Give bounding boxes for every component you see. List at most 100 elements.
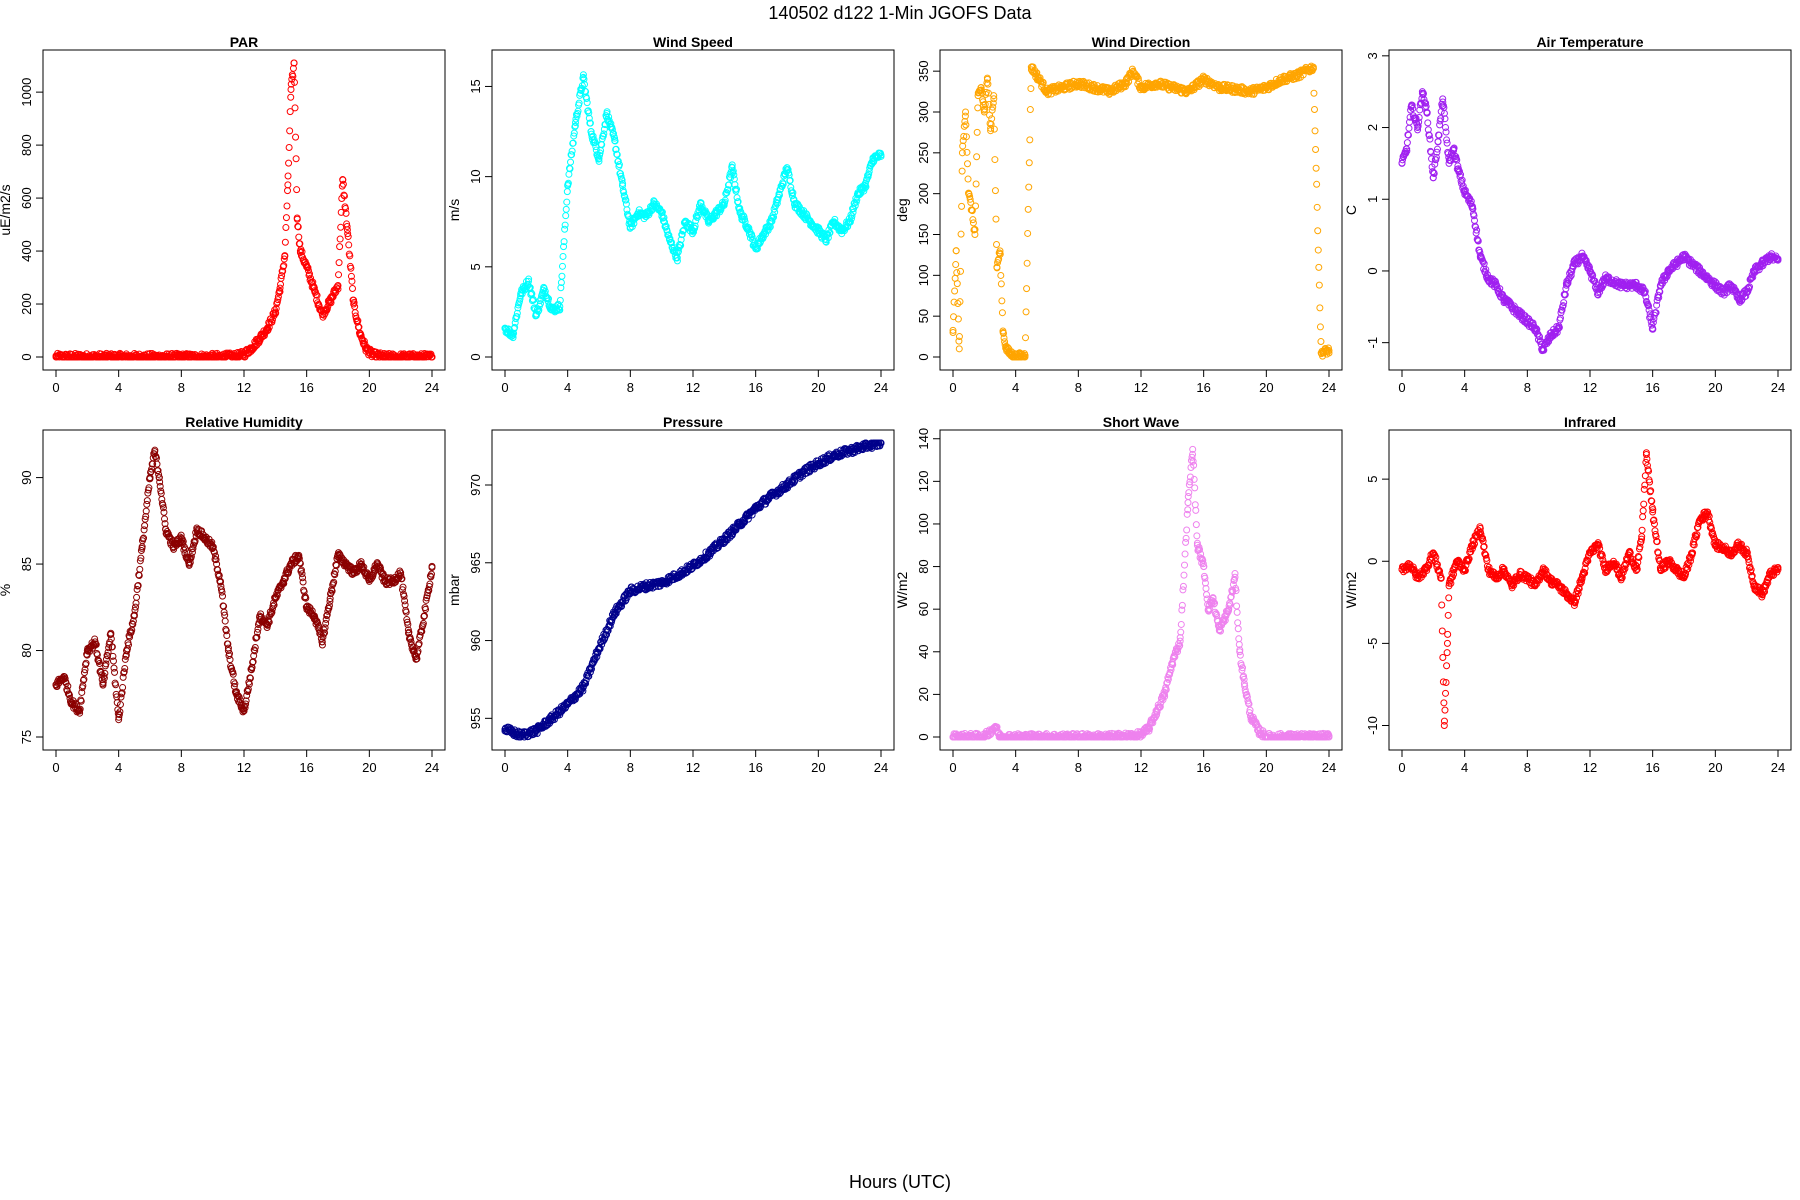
data-point bbox=[1582, 257, 1590, 265]
data-point bbox=[1424, 119, 1432, 127]
data-point bbox=[1430, 169, 1438, 177]
data-point bbox=[419, 619, 427, 627]
data-point bbox=[302, 594, 310, 602]
data-point bbox=[284, 172, 292, 180]
data-point bbox=[221, 617, 229, 625]
data-point bbox=[287, 85, 295, 93]
data-point bbox=[1435, 131, 1443, 139]
data-point bbox=[281, 238, 289, 246]
data-point bbox=[556, 296, 564, 304]
y-tick-label: 100 bbox=[916, 264, 931, 286]
data-point bbox=[292, 155, 300, 163]
data-point bbox=[824, 234, 832, 242]
data-point bbox=[567, 158, 575, 166]
data-point bbox=[125, 641, 133, 649]
x-tick-label: 20 bbox=[362, 380, 376, 395]
y-tick-label: 955 bbox=[468, 707, 483, 729]
data-point bbox=[1433, 148, 1441, 156]
data-point bbox=[981, 105, 989, 113]
data-point bbox=[1416, 106, 1424, 114]
data-point bbox=[1193, 541, 1201, 549]
data-point bbox=[971, 225, 979, 233]
data-point bbox=[561, 221, 569, 229]
data-point bbox=[314, 619, 322, 627]
panel-title: Short Wave bbox=[1103, 414, 1180, 430]
data-point bbox=[1653, 301, 1661, 309]
data-point bbox=[599, 637, 607, 645]
data-point bbox=[949, 326, 957, 334]
data-point bbox=[222, 627, 230, 635]
y-tick-label: 80 bbox=[19, 643, 34, 657]
data-point bbox=[231, 680, 239, 688]
data-point bbox=[1533, 326, 1541, 334]
data-point bbox=[991, 187, 999, 195]
data-point bbox=[223, 632, 231, 640]
data-point bbox=[572, 119, 579, 127]
data-point bbox=[1774, 255, 1782, 263]
data-point bbox=[188, 548, 196, 556]
data-point bbox=[304, 266, 312, 274]
data-point bbox=[568, 151, 576, 159]
data-point bbox=[285, 144, 293, 152]
data-point bbox=[1673, 263, 1681, 271]
data-point bbox=[78, 688, 86, 696]
data-point bbox=[962, 108, 970, 116]
data-point bbox=[404, 621, 412, 629]
data-point bbox=[336, 235, 344, 243]
data-point bbox=[141, 515, 149, 523]
data-point bbox=[412, 652, 420, 660]
data-point bbox=[1407, 106, 1415, 114]
data-point bbox=[1026, 106, 1034, 114]
data-point bbox=[1025, 183, 1033, 191]
y-tick-label: 85 bbox=[19, 557, 34, 571]
data-point bbox=[244, 685, 252, 693]
data-point bbox=[958, 202, 966, 210]
data-point bbox=[64, 682, 72, 690]
data-point bbox=[967, 198, 975, 206]
y-tick-label: 1000 bbox=[19, 78, 34, 107]
data-point bbox=[622, 196, 630, 204]
data-point bbox=[1027, 85, 1035, 93]
data-point bbox=[342, 205, 350, 213]
data-point bbox=[1314, 227, 1322, 235]
data-point bbox=[579, 687, 587, 695]
data-point bbox=[721, 196, 729, 204]
panel-title: Pressure bbox=[663, 414, 723, 430]
data-point bbox=[1426, 135, 1434, 143]
data-point bbox=[107, 630, 115, 638]
data-point bbox=[177, 531, 185, 539]
data-point bbox=[616, 170, 624, 178]
data-point bbox=[159, 501, 167, 509]
data-point bbox=[589, 132, 597, 140]
data-point bbox=[145, 484, 153, 492]
data-point bbox=[1021, 353, 1029, 361]
data-point bbox=[399, 583, 407, 591]
data-point bbox=[585, 109, 593, 117]
data-point bbox=[557, 284, 565, 292]
data-point bbox=[427, 573, 435, 581]
data-point bbox=[988, 106, 996, 114]
data-point bbox=[335, 259, 343, 267]
data-point bbox=[107, 635, 115, 643]
data-point bbox=[1470, 212, 1478, 220]
data-point bbox=[1450, 144, 1458, 152]
data-point bbox=[277, 274, 285, 282]
x-tick-label: 8 bbox=[1075, 380, 1082, 395]
data-point bbox=[565, 170, 573, 178]
data-point bbox=[1024, 229, 1032, 237]
data-point bbox=[957, 267, 965, 275]
data-point bbox=[109, 657, 117, 665]
data-point bbox=[998, 297, 1006, 305]
data-point bbox=[346, 252, 354, 260]
data-point bbox=[1311, 127, 1319, 135]
y-tick-label: 0 bbox=[916, 733, 931, 740]
series-air-temperature bbox=[1398, 88, 1782, 355]
data-point bbox=[218, 588, 226, 596]
data-point bbox=[319, 633, 327, 641]
data-point bbox=[951, 287, 959, 295]
data-point bbox=[400, 592, 408, 600]
data-point bbox=[1405, 124, 1413, 132]
data-point bbox=[963, 148, 971, 156]
data-point bbox=[427, 570, 435, 578]
